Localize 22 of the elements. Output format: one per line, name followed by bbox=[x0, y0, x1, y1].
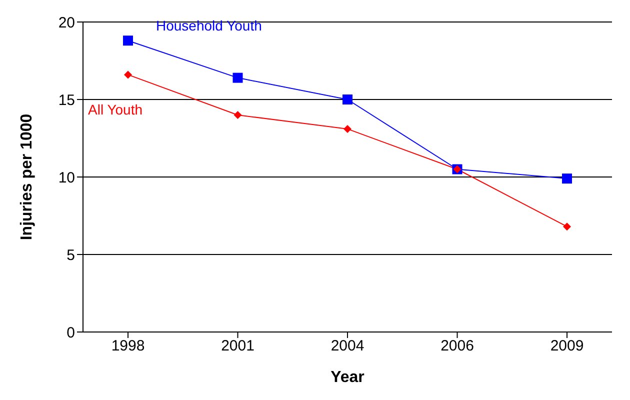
point bbox=[123, 36, 133, 46]
x-tick-label: 2006 bbox=[440, 338, 474, 355]
x-tick-label: 2001 bbox=[221, 338, 254, 355]
y-axis-title: Injuries per 1000 bbox=[18, 114, 36, 240]
point bbox=[232, 72, 243, 83]
point bbox=[234, 111, 242, 119]
series-label: All Youth bbox=[88, 102, 142, 118]
series-label: Household Youth bbox=[156, 18, 262, 34]
y-tick-label: 0 bbox=[66, 324, 75, 342]
x-axis-title: Year bbox=[330, 369, 364, 386]
y-tick-label: 15 bbox=[58, 92, 75, 109]
y-tick-label: 20 bbox=[58, 14, 75, 32]
point bbox=[563, 222, 571, 231]
point bbox=[344, 124, 352, 133]
x-tick-label: 2009 bbox=[550, 338, 584, 355]
y-tick-label: 10 bbox=[58, 169, 75, 186]
point bbox=[562, 174, 572, 184]
y-tick-label: 5 bbox=[66, 246, 75, 264]
point bbox=[124, 70, 132, 79]
x-tick-label: 1998 bbox=[111, 338, 145, 355]
point bbox=[342, 94, 352, 104]
x-tick-label: 2004 bbox=[330, 338, 364, 355]
